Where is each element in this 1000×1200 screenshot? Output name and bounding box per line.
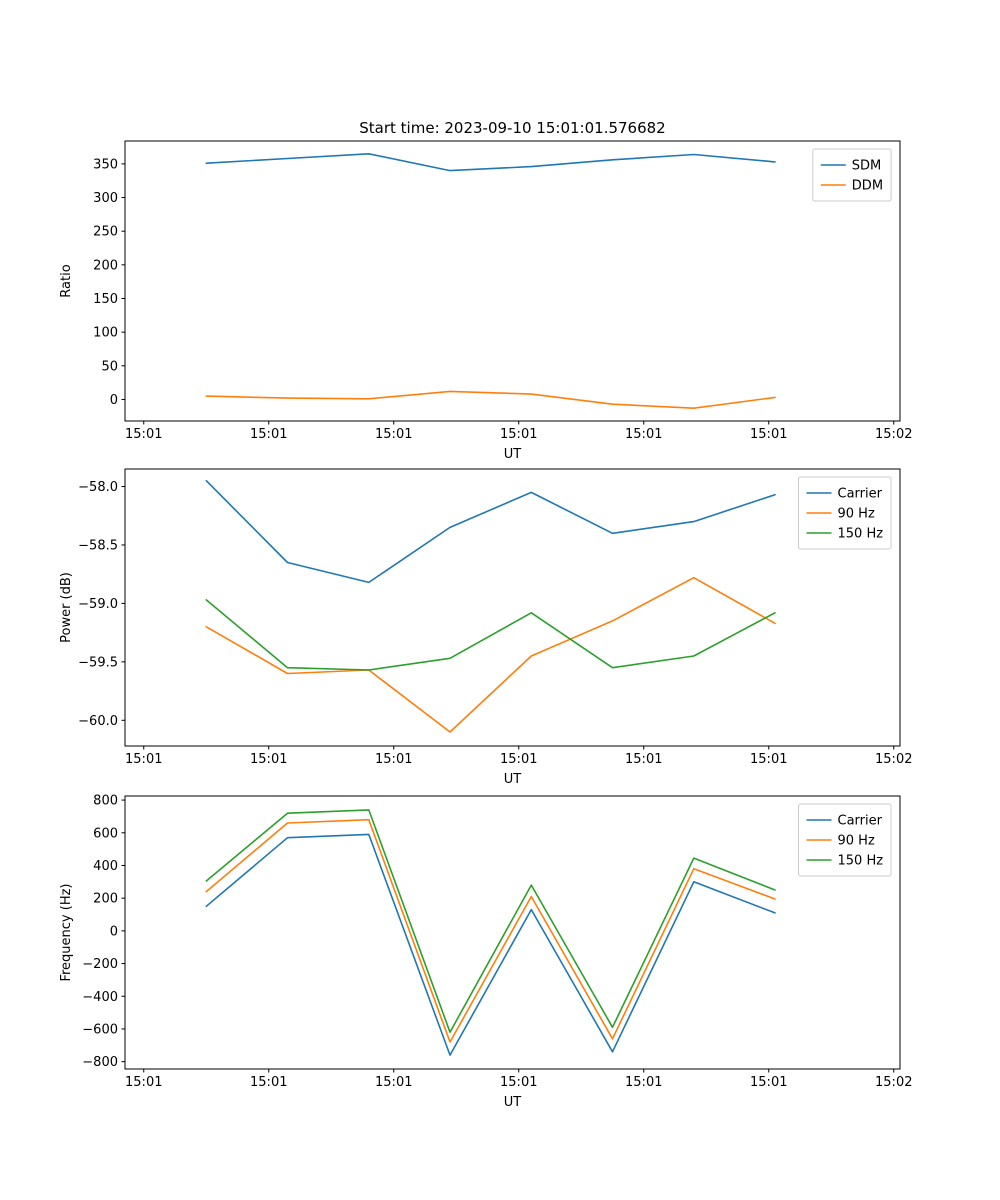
subplot-3: 15:01 15:01 15:01 15:01 15:01 15:01 15:02 −800 −…: [59, 794, 912, 1110]
x-tick-label: 15:01: [250, 427, 287, 442]
axes-frame: [124, 140, 901, 422]
y-tick-label: 150: [93, 292, 118, 307]
x-tick-label: 15:01: [750, 752, 787, 767]
legend-label-sdm: SDM: [852, 159, 881, 174]
axes-frame: [124, 468, 901, 747]
x-tick-label: 15:01: [125, 427, 162, 442]
y-tick-label: 50: [101, 359, 118, 374]
axes-frame: [124, 795, 901, 1070]
x-tick-label: 15:01: [625, 427, 662, 442]
x-tick-label: 15:02: [875, 427, 912, 442]
x-tick-label: 15:01: [625, 752, 662, 767]
x-tick-label: 15:01: [125, 1075, 162, 1090]
x-axis-label: UT: [504, 1095, 522, 1110]
y-tick-label: −800: [82, 1055, 118, 1070]
y-tick-label: 800: [93, 794, 118, 809]
y-tick-label: 300: [93, 191, 118, 206]
legend-label-carrier: Carrier: [838, 814, 883, 829]
x-tick-label: 15:01: [375, 1075, 412, 1090]
y-tick-label: 0: [110, 924, 118, 939]
y-axis-label: Ratio: [59, 264, 74, 297]
y-tick-label: 200: [93, 892, 118, 907]
legend-label-90-hz: 90 Hz: [838, 507, 875, 522]
y-tick-label: 0: [110, 393, 118, 408]
y-tick-label: −59.5: [78, 655, 118, 670]
legend: SDM DDM: [812, 148, 892, 202]
x-tick-label: 15:01: [500, 1075, 537, 1090]
line-carrier: [205, 479, 776, 584]
y-tick-label: −59.0: [78, 597, 118, 612]
x-tick-label: 15:01: [750, 1075, 787, 1090]
legend-box: [812, 148, 892, 202]
y-tick-label: −200: [82, 957, 118, 972]
y-tick-label: 200: [93, 258, 118, 273]
x-axis-label: UT: [504, 772, 522, 787]
y-axis-label: Power (dB): [59, 572, 74, 643]
x-tick-label: 15:01: [375, 752, 412, 767]
line-90-hz: [205, 576, 776, 733]
y-tick-label: 250: [93, 225, 118, 240]
line-sdm: [205, 153, 776, 172]
legend-label-ddm: DDM: [852, 179, 883, 194]
line-carrier: [205, 833, 776, 1056]
x-tick-label: 15:01: [500, 752, 537, 767]
subplot-1: 15:01 15:01 15:01 15:01 15:01 15:01 15:02 0 50 10…: [59, 140, 912, 462]
y-tick-label: −400: [82, 990, 118, 1005]
x-tick-label: 15:01: [375, 427, 412, 442]
legend-label-150-hz: 150 Hz: [838, 527, 884, 542]
legend-box: [798, 476, 892, 550]
legend-label-150-hz: 150 Hz: [838, 854, 884, 869]
figure-title: Start time: 2023-09-10 15:01:01.576682: [359, 119, 666, 137]
y-tick-label: 600: [93, 826, 118, 841]
y-tick-label: 100: [93, 326, 118, 341]
y-tick-label: −600: [82, 1022, 118, 1037]
x-tick-label: 15:01: [125, 752, 162, 767]
y-tick-label: −60.0: [78, 714, 118, 729]
subplot-2: 15:01 15:01 15:01 15:01 15:01 15:01 15:02 −60.0…: [59, 468, 912, 787]
y-tick-label: 400: [93, 859, 118, 874]
y-axis-label: Frequency (Hz): [59, 883, 74, 981]
x-tick-label: 15:01: [750, 427, 787, 442]
x-tick-label: 15:02: [875, 1075, 912, 1090]
legend-label-carrier: Carrier: [838, 487, 883, 502]
x-tick-label: 15:01: [625, 1075, 662, 1090]
x-axis-label: UT: [504, 447, 522, 462]
x-tick-label: 15:01: [250, 1075, 287, 1090]
y-tick-label: −58.0: [78, 480, 118, 495]
x-tick-label: 15:01: [500, 427, 537, 442]
legend-label-90-hz: 90 Hz: [838, 834, 875, 849]
line-ddm: [205, 390, 776, 410]
line-90-hz: [205, 818, 776, 1043]
y-tick-label: 350: [93, 157, 118, 172]
line-150-hz: [205, 599, 776, 671]
legend-box: [798, 803, 892, 877]
legend: Carrier 90 Hz 150 Hz: [798, 476, 892, 550]
x-tick-label: 15:02: [875, 752, 912, 767]
x-tick-label: 15:01: [250, 752, 287, 767]
line-150-hz: [205, 809, 776, 1033]
y-tick-label: −58.5: [78, 538, 118, 553]
legend: Carrier 90 Hz 150 Hz: [798, 803, 892, 877]
